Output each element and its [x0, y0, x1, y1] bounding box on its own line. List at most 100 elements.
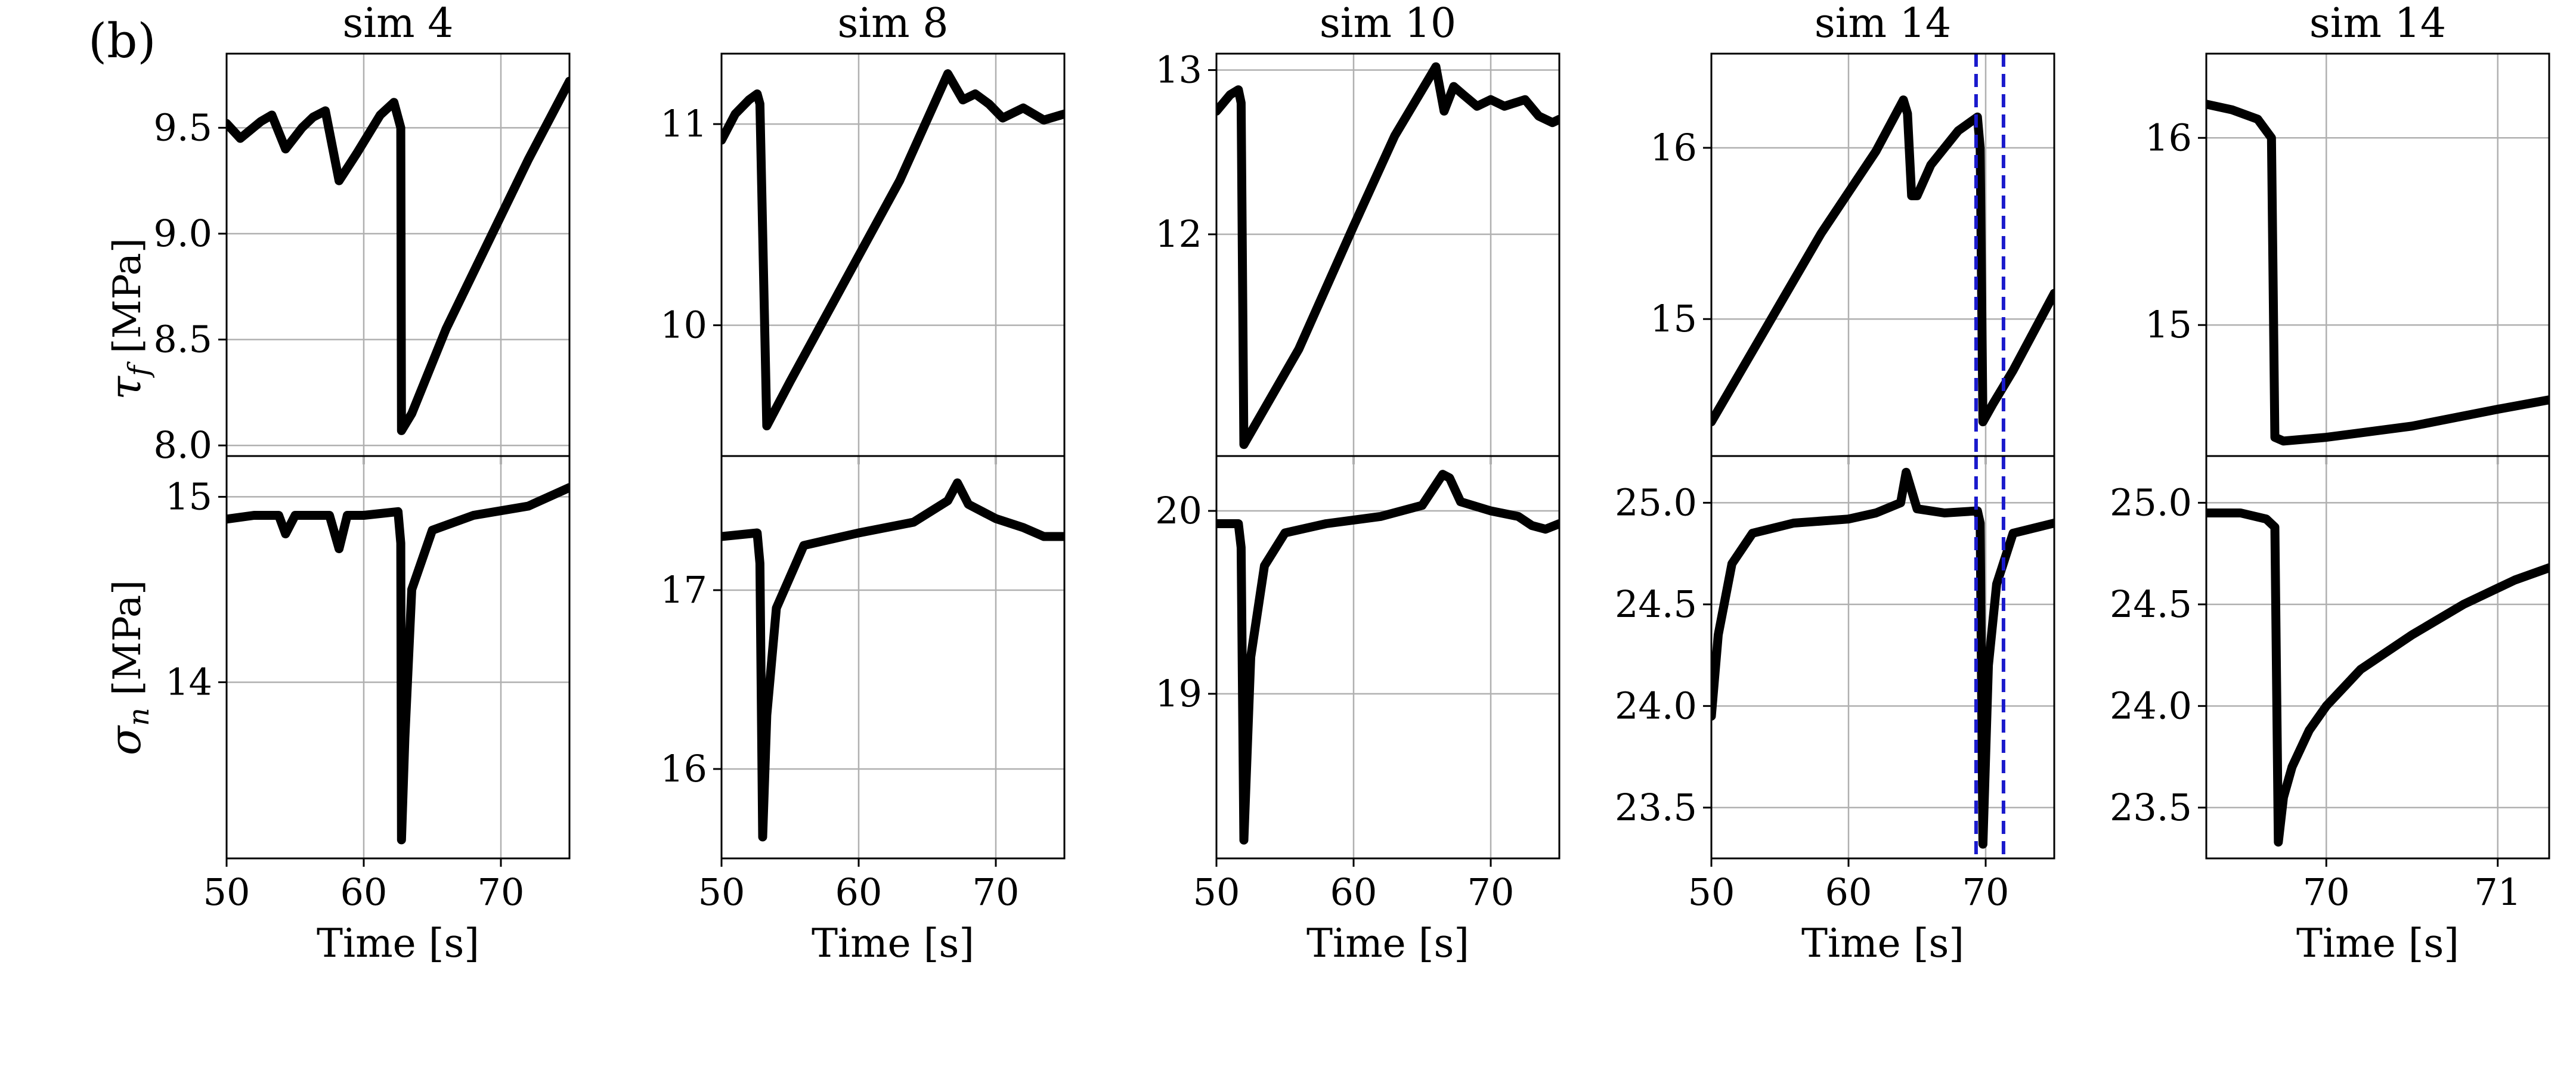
sample-point [1244, 745, 1250, 752]
top-axes: 8.0 8.5 9.0 9.5 [153, 52, 571, 467]
sample-point [1239, 586, 1245, 593]
sample-point [400, 786, 407, 792]
sample-point [1991, 601, 1998, 607]
sample-point [1989, 621, 1996, 628]
sample-point [1242, 791, 1249, 798]
sample-point [398, 384, 405, 390]
bottom-ylabel-subscript: n [122, 708, 156, 726]
sample-point [1979, 721, 1985, 727]
y-tick-label: 24.0 [2110, 684, 2192, 727]
sample-point [757, 101, 763, 107]
subplot-title: sim 4 [342, 0, 453, 47]
x-axis-label: Time [s] [317, 920, 479, 966]
sample-point [2271, 391, 2278, 398]
sample-point [763, 423, 770, 429]
sample-point [2270, 306, 2277, 312]
sample-point [1977, 600, 1984, 607]
top-ylabel-symbol: τ [100, 376, 150, 400]
sample-point [1713, 652, 1720, 659]
x-tick-label: 70 [1962, 870, 2010, 914]
sample-point [401, 760, 407, 767]
y-tick-label: 8.0 [153, 423, 212, 467]
top-series [227, 76, 569, 435]
sample-point [2272, 434, 2278, 441]
sample-point [2274, 760, 2281, 767]
subplot-column-2: sim 8 10 11 16 17 50 60 70 Time [s] [660, 0, 1066, 966]
sample-point [1978, 223, 1984, 230]
sample-point [2269, 178, 2275, 184]
sample-point [398, 125, 404, 131]
y-tick-label: 25.0 [1615, 480, 1697, 524]
sample-point [761, 773, 768, 779]
sample-point [757, 141, 764, 147]
subplot-title: sim 8 [837, 0, 948, 47]
sample-point [1240, 399, 1247, 405]
sample-point [1981, 796, 1987, 803]
x-tick-label: 60 [1825, 870, 1872, 914]
sample-point [2273, 642, 2280, 649]
top-row-ylabel: τf [MPa] [100, 238, 156, 400]
bottom-row-ylabel: σn [MPa] [100, 580, 156, 755]
bottom-ylabel-symbol: σ [100, 725, 150, 755]
top-series [722, 69, 1064, 430]
sample-point [763, 712, 770, 718]
sample-point [1240, 356, 1246, 362]
y-tick-label: 24.0 [1615, 684, 1697, 727]
sample-point [1980, 841, 1986, 848]
sample-point [1239, 228, 1246, 234]
x-tick-label: 70 [1467, 870, 1515, 914]
x-tick-label: 70 [973, 870, 1020, 914]
sample-point [762, 342, 769, 349]
x-tick-label: 71 [2474, 870, 2521, 914]
sample-point [398, 427, 405, 434]
sample-point [1238, 100, 1244, 106]
top-series [1711, 95, 2054, 427]
series-line [1216, 470, 1559, 845]
series-line [1711, 467, 2054, 849]
sample-point [1247, 654, 1254, 660]
subplot-column-1: sim 4 8.0 8.5 9.0 9.5 14 15 50 60 70 Time [s] [153, 0, 571, 966]
y-tick-label: 10 [660, 303, 707, 347]
sample-point [399, 811, 405, 818]
sample-point [757, 599, 764, 606]
series-line [722, 69, 1064, 430]
sample-point [398, 540, 404, 547]
sample-point [1240, 313, 1246, 320]
sample-point [1246, 700, 1252, 706]
bottom-axes: 16 17 50 60 70 [660, 455, 1066, 914]
sample-point [398, 582, 404, 589]
bottom-ylabel-unit: [MPa] [106, 580, 150, 708]
sample-point [763, 382, 769, 389]
y-tick-label: 14 [165, 660, 212, 703]
sample-point [1979, 340, 1986, 347]
x-axis-label: Time [s] [2296, 920, 2459, 966]
sample-point [758, 677, 764, 684]
sample-point [1238, 544, 1244, 551]
bottom-frame [1215, 455, 1561, 860]
sample-point [1711, 693, 1716, 699]
y-tick-label: 23.5 [2110, 786, 2192, 829]
sample-point [1978, 262, 1984, 268]
x-tick-label: 60 [835, 870, 883, 914]
sample-point [1977, 144, 1983, 151]
x-tick-label: 60 [1330, 870, 1377, 914]
sample-point [1261, 563, 1268, 569]
sample-point [1985, 662, 1992, 669]
sample-point [760, 834, 766, 840]
sample-point [763, 743, 769, 749]
sample-point [1251, 631, 1258, 638]
sample-point [398, 168, 404, 174]
x-tick-label: 60 [340, 870, 388, 914]
sample-point [2275, 839, 2281, 845]
y-tick-label: 8.5 [153, 318, 212, 361]
sample-point [1905, 131, 1912, 137]
sample-point [1255, 608, 1261, 615]
y-tick-label: 17 [660, 568, 707, 612]
y-tick-label: 24.5 [2110, 582, 2192, 626]
sample-point [1711, 672, 1718, 679]
bottom-series [722, 478, 1064, 842]
sample-point [758, 181, 765, 188]
sample-point [758, 755, 765, 762]
